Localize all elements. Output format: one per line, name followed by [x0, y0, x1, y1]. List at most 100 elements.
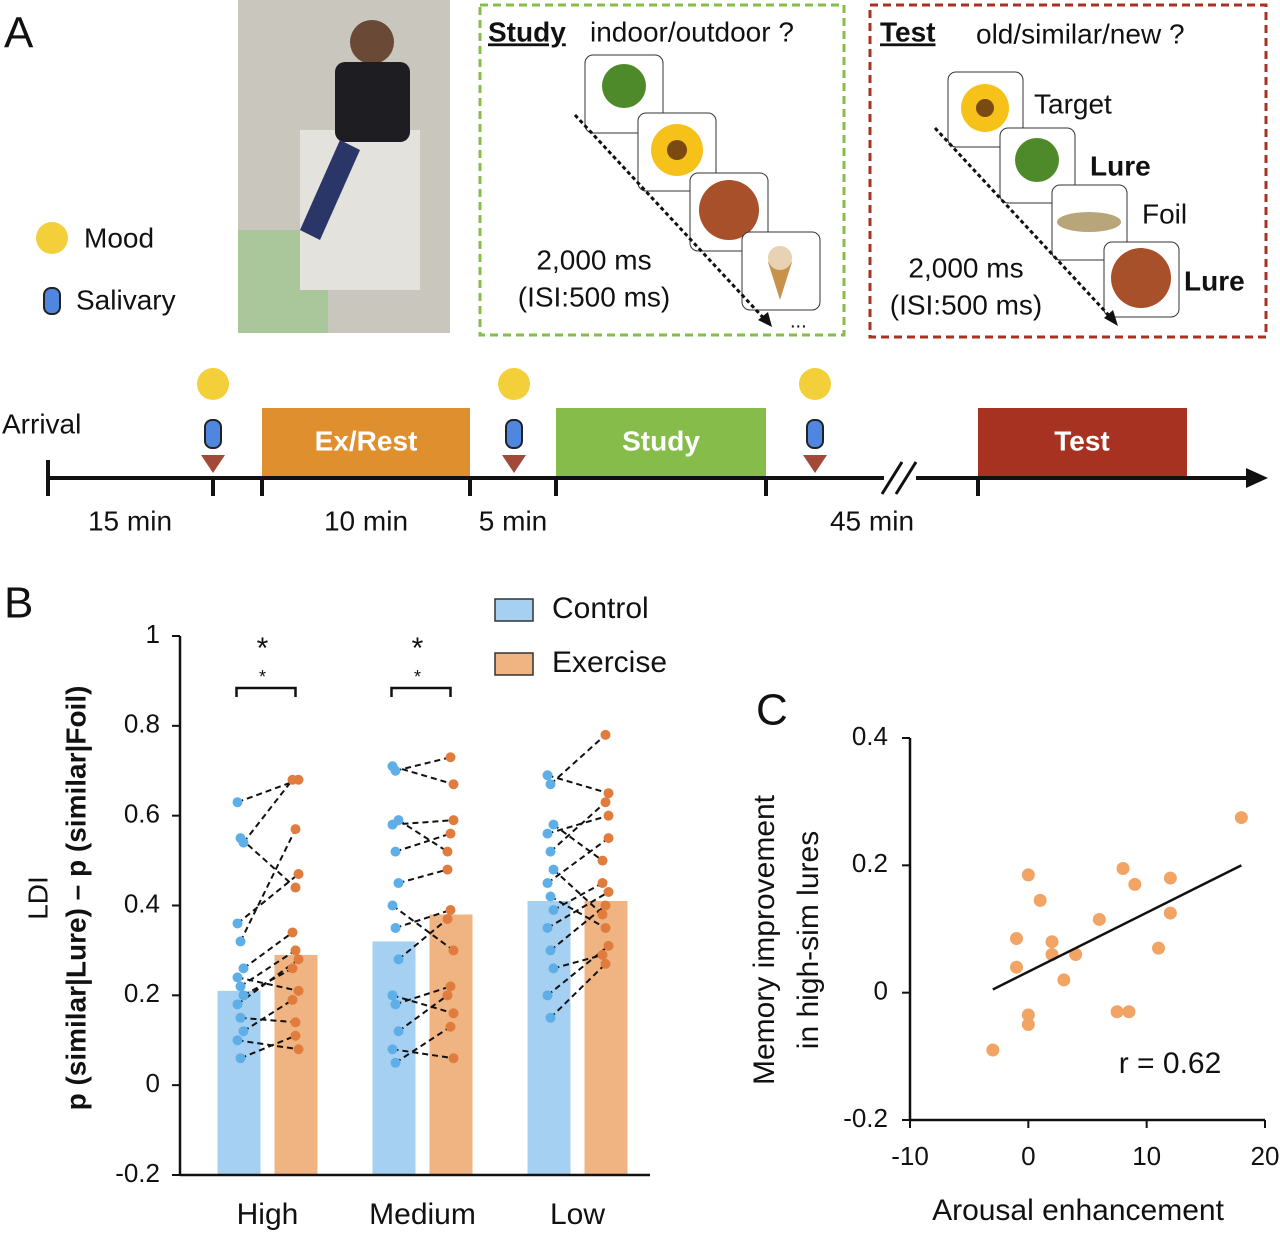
sig-star: * [259, 667, 266, 687]
sig-bracket [235, 686, 297, 697]
pair-line [547, 774, 609, 795]
point [390, 765, 401, 776]
sandal [1057, 212, 1121, 232]
salivary-icon [204, 419, 222, 449]
point [1021, 868, 1035, 882]
point [448, 815, 459, 826]
legend-label: Salivary [76, 284, 176, 315]
pair-line [397, 819, 449, 853]
mood-icon [36, 222, 68, 254]
point [287, 963, 298, 974]
point [442, 990, 453, 1001]
point [548, 819, 559, 830]
y-tick-label: -0.2 [843, 1103, 888, 1133]
point [387, 819, 398, 830]
sunflower-center [976, 99, 994, 117]
point [1152, 941, 1165, 955]
point [290, 1030, 301, 1041]
y-tick-label: 0.6 [124, 799, 160, 829]
point [597, 878, 608, 889]
test-question: old/similar/new ? [976, 18, 1185, 49]
point [1163, 871, 1177, 885]
point [287, 774, 298, 785]
point [548, 864, 559, 875]
point [1010, 960, 1023, 974]
pair-line [394, 1025, 452, 1064]
interval-label: 15 min [88, 505, 172, 536]
point [545, 1012, 556, 1023]
pair-line [236, 873, 300, 925]
point [232, 972, 243, 983]
point [442, 864, 453, 875]
point [600, 900, 611, 911]
pair-line [242, 931, 294, 970]
point [387, 1044, 398, 1055]
point [445, 904, 456, 915]
point [235, 936, 246, 947]
point [603, 833, 614, 844]
legend-label: Exercise [552, 646, 667, 679]
point [600, 922, 611, 933]
time-arrow [573, 113, 772, 327]
sig-star: * [412, 632, 424, 665]
x-tick-label: High [237, 1198, 299, 1231]
panel-letter: C [756, 686, 788, 735]
pair-line [237, 976, 299, 992]
panel-letter: A [4, 9, 34, 58]
arrow-head [758, 312, 772, 327]
point [1057, 973, 1071, 987]
photo-detail [300, 140, 360, 240]
point [290, 1017, 301, 1028]
bar [429, 914, 473, 1175]
phase-label: Test [1054, 425, 1110, 456]
point [393, 954, 404, 965]
ball [699, 180, 759, 240]
x-tick-label: -10 [891, 1141, 929, 1171]
broccoli [1015, 138, 1059, 182]
point [238, 990, 249, 1001]
point [442, 846, 453, 857]
timeline-arrow [1246, 468, 1268, 488]
point [293, 985, 304, 996]
study-title: Study [488, 16, 566, 47]
arrival-label: Arrival [2, 408, 81, 439]
pair-line [552, 823, 604, 862]
point [542, 878, 553, 889]
point [238, 837, 249, 848]
pair-line [240, 1016, 296, 1024]
point [1010, 932, 1023, 946]
point [986, 1043, 1000, 1057]
legend-swatch [494, 652, 534, 676]
point [1033, 893, 1047, 907]
point [293, 1044, 304, 1055]
point [548, 963, 559, 974]
salivary-icon [505, 419, 523, 449]
timeline-ticks [46, 460, 980, 496]
y-tick-label: 0.2 [124, 978, 160, 1008]
pair-line [392, 819, 454, 826]
point [1045, 935, 1059, 949]
point [290, 824, 301, 835]
point [1021, 1018, 1035, 1031]
pair-line [239, 949, 297, 988]
annotation: r = 0.62 [1119, 1047, 1222, 1080]
break-mark [880, 461, 904, 495]
mood-icon [197, 368, 229, 400]
bar [527, 901, 571, 1175]
x-tick-label: 0 [1021, 1141, 1035, 1171]
pair-line [546, 837, 610, 884]
point [232, 999, 243, 1010]
point [290, 882, 301, 893]
photo-detail [350, 20, 394, 64]
point [603, 940, 614, 951]
mood-icon [498, 368, 530, 400]
pair-line [549, 801, 607, 853]
broccoli [602, 64, 646, 108]
point [1122, 1005, 1136, 1019]
point [293, 869, 304, 880]
pair-line [549, 904, 607, 952]
point [390, 922, 401, 933]
point [1110, 1005, 1124, 1019]
point [1128, 877, 1142, 891]
